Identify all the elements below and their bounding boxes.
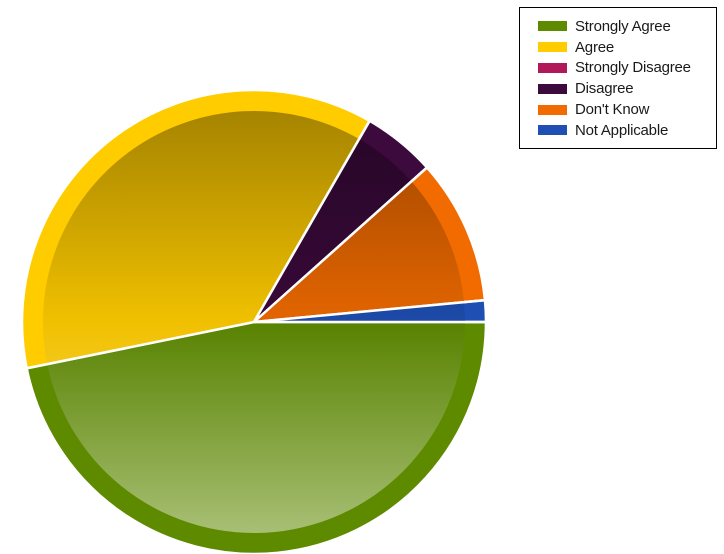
legend-item: Don't Know <box>538 99 716 120</box>
legend-swatch <box>538 62 567 73</box>
legend-swatch <box>538 104 567 115</box>
legend-swatch <box>538 83 567 94</box>
slice-separator <box>253 298 487 324</box>
legend: Strongly Agree Agree Strongly Disagree Disa… <box>519 7 717 149</box>
legend-label: Strongly Agree <box>575 17 671 35</box>
pie-slice-shade-agree <box>42 110 360 365</box>
legend-swatch <box>538 125 567 136</box>
pie-slice-shade-disagree <box>254 139 412 322</box>
legend-label: Disagree <box>575 80 634 98</box>
pie-slices <box>20 88 488 554</box>
legend-item: Disagree <box>538 78 716 99</box>
legend-item: Agree <box>538 37 716 58</box>
slice-separator <box>25 320 255 370</box>
legend-items: Strongly Agree Agree Strongly Disagree Disa… <box>538 16 716 141</box>
pie-slice-shade-strongly-agree <box>47 322 465 534</box>
legend-item: Not Applicable <box>538 120 716 141</box>
legend-item: Strongly Agree <box>538 16 716 37</box>
pie-slice-shade-don-t-know <box>254 181 465 322</box>
slice-separator <box>253 165 429 323</box>
legend-item: Strongly Disagree <box>538 58 716 79</box>
legend-label: Agree <box>575 38 615 56</box>
legend-label: Not Applicable <box>575 121 669 139</box>
legend-swatch <box>538 42 567 53</box>
legend-label: Strongly Disagree <box>575 59 691 77</box>
legend-label: Don't Know <box>575 101 650 119</box>
legend-swatch <box>538 21 567 32</box>
slice-separator <box>252 119 372 323</box>
